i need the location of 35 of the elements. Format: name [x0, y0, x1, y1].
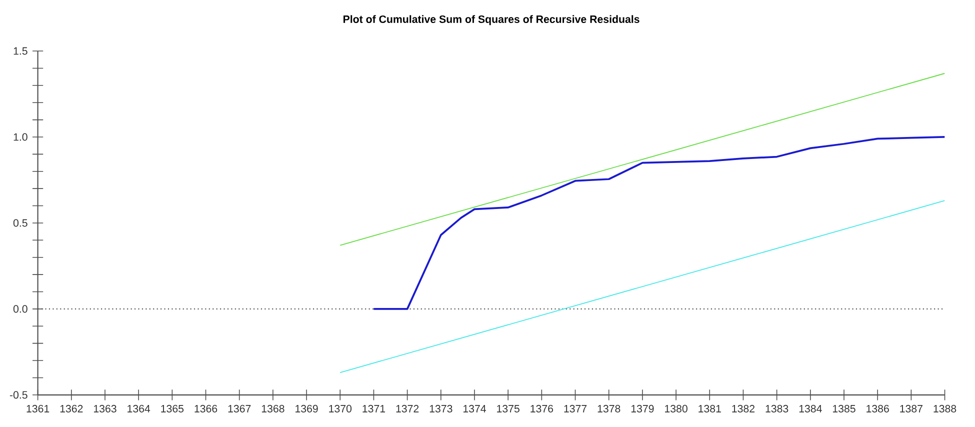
x-tick-label: 1371	[362, 404, 386, 412]
x-tick-label: 1387	[900, 404, 922, 412]
x-tick-label: 1370	[329, 404, 352, 412]
x-tick-label: 1380	[665, 404, 688, 412]
line-series	[372, 136, 945, 310]
x-tick-label: 1367	[228, 404, 251, 412]
chart-title: Plot of Cumulative Sum of Squares of Recursive Residuals	[343, 15, 640, 26]
y-tick-label: 0.0	[13, 305, 28, 313]
x-tick-label: 1369	[296, 404, 318, 412]
x-tick-label: 1361	[26, 404, 50, 412]
x-tick-label: 1373	[430, 404, 452, 412]
x-tick-label: 1364	[128, 404, 150, 412]
x-tick-label: 1383	[766, 404, 788, 412]
x-tick-label: 1374	[463, 404, 486, 412]
x-tick-label: 1366	[194, 404, 218, 412]
x-tick-label: 1384	[799, 404, 822, 412]
x-tick-label: 1385	[832, 404, 856, 412]
x-tick-label: 1382	[732, 404, 754, 412]
y-tick-label: 1.0	[14, 133, 28, 141]
x-tick-label: 1372	[396, 404, 419, 412]
x-tick-label: 1363	[94, 404, 116, 412]
x-tick-label: 1377	[564, 404, 587, 412]
x-tick-label: 1365	[161, 404, 184, 412]
x-tick-label: 1388	[934, 404, 956, 412]
x-tick-label: 1381	[698, 404, 721, 412]
x-tick-label: 1375	[497, 404, 520, 412]
y-tick-label: 0.5	[13, 219, 28, 227]
x-tick-label: 1378	[598, 404, 620, 412]
y-tick-label: 1.5	[14, 47, 28, 55]
x-tick-label: 1386	[866, 404, 889, 412]
x-tick-label: 1368	[262, 404, 284, 412]
x-tick-label: 1362	[60, 404, 83, 412]
y-tick-label: -0.5	[10, 391, 28, 399]
x-tick-label: 1376	[530, 404, 554, 412]
x-tick-label: 1379	[631, 404, 654, 412]
